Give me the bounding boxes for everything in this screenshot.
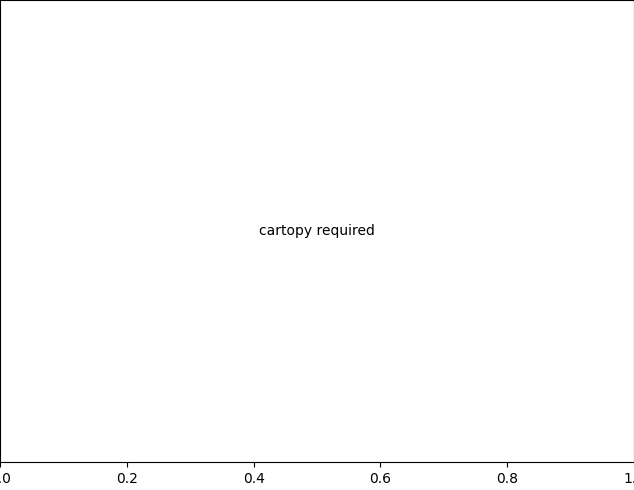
Text: cartopy required: cartopy required <box>259 224 375 238</box>
